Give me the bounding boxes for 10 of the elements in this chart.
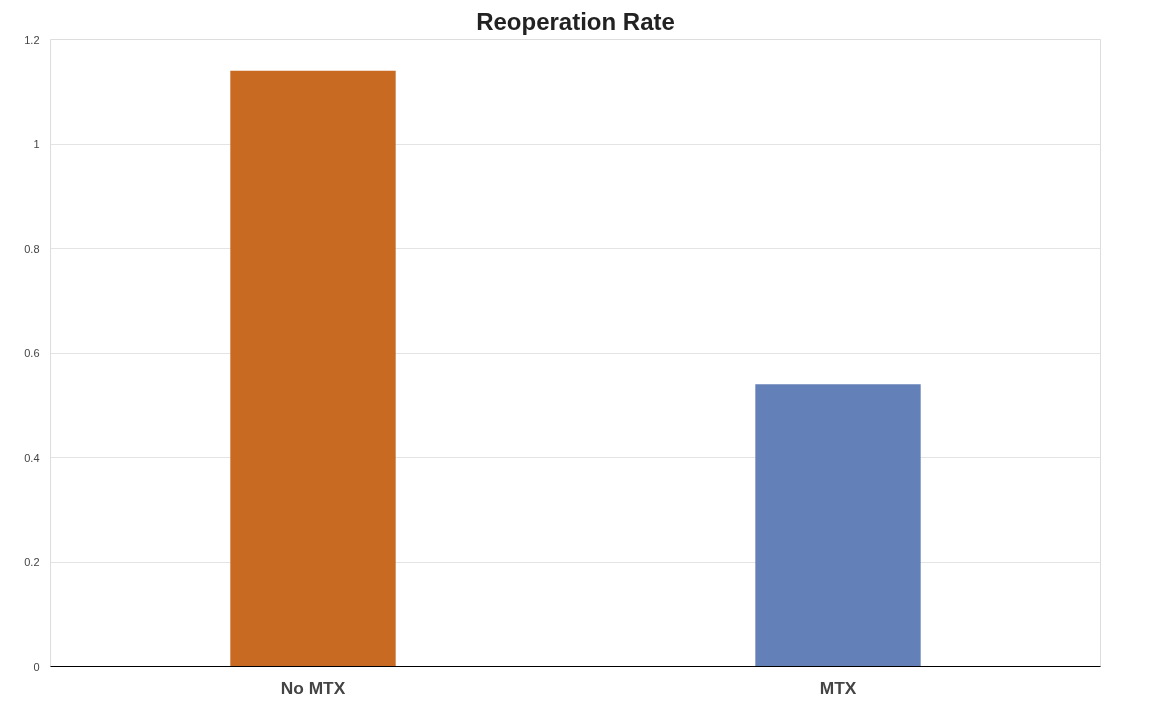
x-tick-label: MTX [819, 677, 857, 698]
y-tick-label: 1 [33, 138, 40, 150]
y-tick-label: 0 [33, 660, 40, 673]
y-tick-label: 0.2 [24, 556, 40, 568]
y-tick-label: 1.2 [24, 33, 40, 46]
y-tick-label: 0.6 [24, 347, 40, 359]
x-tick-label: No MTX [280, 677, 346, 698]
y-tick-label: 0.4 [24, 451, 40, 464]
chart-title: Reoperation Rate [476, 7, 675, 35]
y-tick-label: 0.8 [24, 242, 40, 255]
